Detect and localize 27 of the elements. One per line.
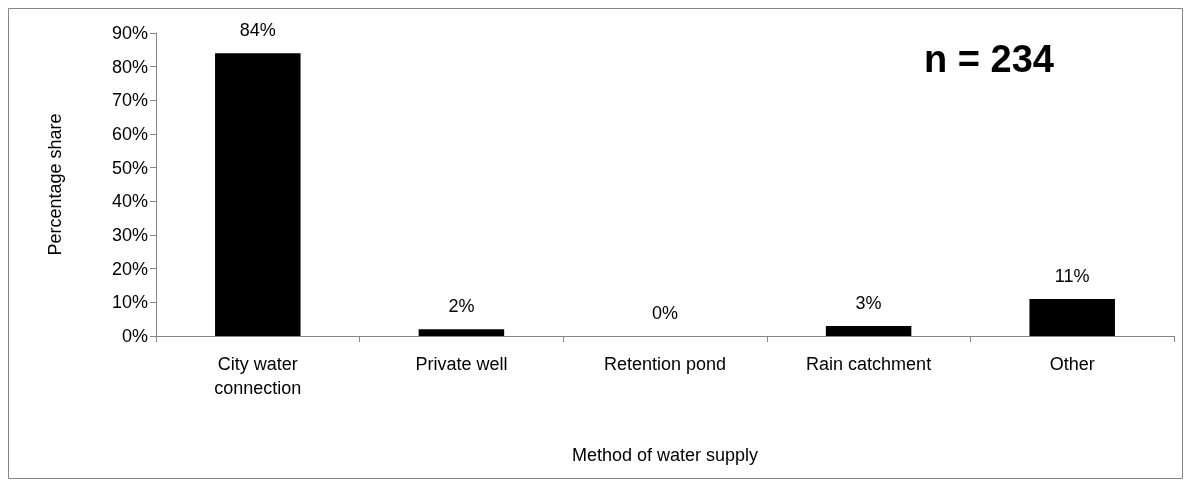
y-axis-title: Percentage share [45, 113, 65, 256]
y-tick-label: 50% [111, 157, 148, 178]
x-tick-label: City water connection [214, 354, 302, 398]
x-axis-title: Method of water supply [571, 445, 759, 465]
bar [825, 325, 912, 336]
y-tick-label: 80% [111, 56, 148, 77]
bar [418, 329, 505, 336]
y-tick-label: 10% [111, 292, 148, 313]
y-tick-label: 70% [111, 90, 148, 111]
x-tick-label: Rain catchment [806, 354, 932, 374]
data-label: 84% [239, 20, 276, 41]
y-tick-label: 60% [111, 124, 148, 144]
data-label: 11% [1054, 265, 1090, 286]
x-tick-label: Retention pond [603, 354, 727, 374]
x-tick-label: Private well [415, 354, 508, 374]
data-label: 0% [651, 303, 679, 323]
data-label: 2% [448, 296, 475, 317]
y-tick-label: 0% [121, 326, 148, 346]
bar [1029, 298, 1115, 336]
data-label: 3% [855, 292, 882, 313]
annotation: n = 234 [924, 38, 1054, 80]
x-tick-label: Other [1049, 354, 1095, 374]
y-tick-label: 20% [111, 258, 148, 279]
bar [215, 53, 301, 336]
y-tick-label: 90% [111, 23, 148, 43]
y-tick-label: 40% [111, 191, 148, 212]
y-tick-label: 30% [111, 225, 148, 245]
